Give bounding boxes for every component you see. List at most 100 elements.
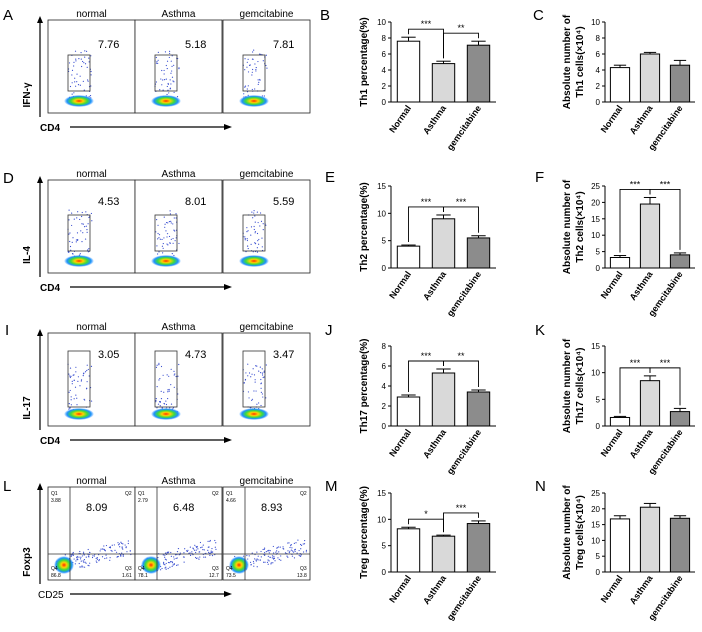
flow-event	[176, 564, 178, 566]
flow-event	[183, 556, 185, 558]
flow-event	[167, 391, 169, 393]
flow-row-L: normal Asthma gemcitabineFoxp3CD25Q13.88Q2…	[22, 476, 311, 601]
flow-event	[269, 556, 271, 558]
flow-event	[287, 542, 289, 544]
flow-event	[73, 558, 75, 560]
flow-event	[201, 546, 203, 548]
flow-event	[246, 66, 248, 68]
flow-event	[264, 554, 266, 557]
y-tick-label: 5	[596, 552, 601, 561]
flow-event	[245, 372, 247, 374]
flow-event	[98, 559, 101, 561]
flow-event	[169, 50, 171, 52]
flow-event	[162, 247, 164, 249]
flow-event	[82, 223, 84, 225]
flow-event	[253, 210, 255, 212]
flow-event	[81, 211, 83, 214]
flow-event	[159, 238, 161, 240]
flow-event	[124, 544, 126, 546]
flow-event	[183, 561, 185, 563]
flow-event	[254, 231, 257, 233]
flow-event	[173, 556, 175, 558]
flow-event	[168, 235, 171, 238]
y-tick-label: 15	[591, 342, 600, 351]
flow-event	[69, 375, 71, 377]
flow-plot-frame	[222, 332, 311, 427]
bar-chart-K: 0 5 10 15 Absolute number of Th17 cells(×10⁴)…	[562, 338, 695, 476]
flow-event	[168, 388, 170, 391]
flow-event	[250, 234, 252, 236]
x-tick-label: Normal	[387, 427, 413, 458]
flow-event	[103, 548, 105, 550]
flow-event	[73, 379, 75, 381]
flow-event	[158, 237, 160, 239]
quadrant-value-q4: 73.5	[226, 573, 236, 579]
flow-event	[75, 85, 77, 87]
flow-plot: 7.76	[47, 19, 136, 114]
flow-event	[275, 551, 277, 553]
y-tick-label: 8	[382, 34, 387, 43]
flow-event	[164, 552, 167, 554]
flow-event	[80, 230, 82, 232]
flow-event	[95, 557, 97, 560]
bar-chart-J: 0 2 4 6 8 Th17 percentage(%) Normal Asthmagemci…	[359, 338, 496, 476]
flow-event	[175, 557, 177, 560]
flow-event	[291, 550, 294, 552]
flow-event	[86, 364, 88, 366]
flow-event	[166, 67, 168, 70]
flow-density	[229, 556, 249, 574]
flow-event	[158, 379, 160, 381]
flow-event	[159, 378, 161, 380]
flow-event	[268, 552, 270, 554]
flow-gate	[154, 54, 178, 92]
flow-event	[257, 240, 259, 242]
flow-gate	[67, 350, 91, 408]
flow-event	[170, 83, 172, 85]
x-tick-label: Asthma	[421, 427, 449, 461]
flow-gate	[242, 54, 266, 92]
flow-event	[89, 551, 91, 554]
flow-event	[164, 51, 167, 53]
flow-event	[172, 407, 175, 409]
flow-x-label: CD4	[40, 436, 60, 447]
y-tick-label: 10	[591, 231, 600, 240]
flow-plot: 3.47	[222, 332, 311, 427]
flow-event	[80, 52, 82, 54]
y-axis-label: Absolute number of	[562, 179, 573, 274]
x-tick-label: Asthma	[628, 103, 656, 137]
bar-chart-N: 0 5 10 15 20 25 Absolute number of Treg cells(×…	[562, 485, 695, 622]
flow-event	[305, 549, 308, 551]
x-tick-label: Asthma	[421, 573, 449, 607]
flow-event	[69, 245, 72, 248]
flow-event	[168, 375, 170, 377]
flow-gate	[154, 350, 178, 408]
y-axis-label: Absolute number of	[562, 338, 573, 433]
flow-event	[199, 556, 201, 558]
bar	[639, 53, 661, 103]
flow-density	[64, 255, 94, 267]
flow-event	[98, 560, 100, 562]
flow-event	[84, 63, 87, 65]
flow-event	[250, 226, 253, 228]
flow-event	[261, 368, 263, 370]
flow-event	[86, 381, 88, 383]
flow-event	[256, 403, 258, 405]
flow-event	[71, 212, 73, 214]
flow-event	[86, 229, 88, 231]
y-tick-label: 4	[382, 382, 387, 391]
flow-event	[165, 64, 167, 67]
flow-gate-value: 7.76	[98, 39, 119, 51]
flow-event	[207, 540, 209, 542]
flow-event	[299, 543, 302, 546]
flow-event	[270, 562, 272, 564]
flow-event	[255, 66, 257, 69]
flow-event	[170, 384, 172, 386]
flow-event	[261, 393, 263, 395]
flow-event	[80, 58, 82, 60]
flow-event	[161, 238, 163, 241]
flow-event	[251, 88, 253, 91]
quadrant-value-q3: 12.7	[209, 573, 219, 579]
flow-event	[165, 230, 167, 232]
flow-event	[208, 551, 210, 553]
